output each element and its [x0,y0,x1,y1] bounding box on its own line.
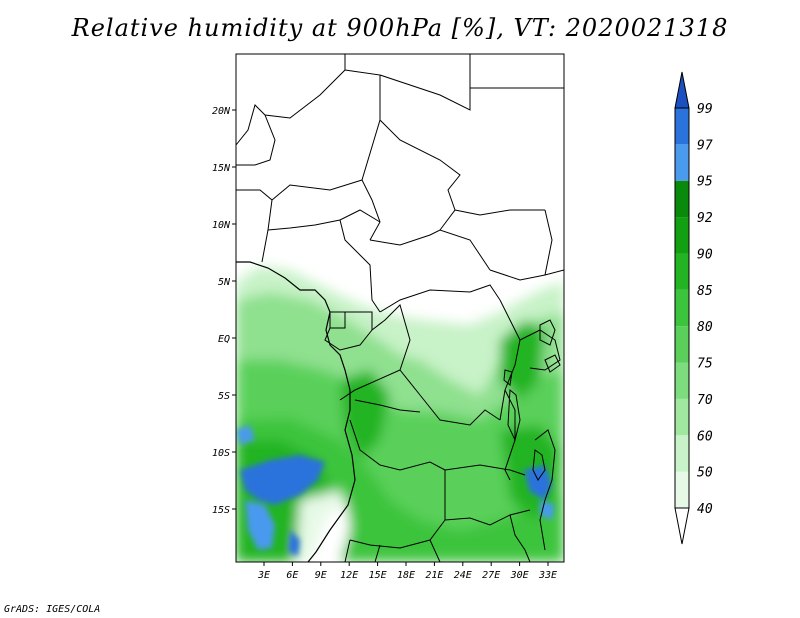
colorbar-bin [675,398,689,436]
lon-tick-label: 18E [397,570,415,581]
lat-tick-label: 5S [218,391,230,402]
lon-tick-label: 12E [340,570,358,581]
map-frame [235,53,565,563]
lat-tick-label: EQ [218,334,230,345]
colorbar-bin [675,362,689,399]
colorbar-bin [675,326,689,363]
colorbar-bin [675,289,689,327]
colorbar-label: 40 [697,502,713,517]
lon-tick-label: 15E [369,570,387,581]
lat-tick-label: 10S [212,448,230,459]
lon-tick-label: 9E [315,570,327,581]
chart-title: Relative humidity at 900hPa [%], VT: 202… [71,14,729,42]
coastline [236,261,356,562]
lakes [503,319,561,481]
colorbar-label: 70 [697,393,713,408]
humidity-field [236,266,564,562]
longitude-axis: 3E 6E 9E 12E 15E 18E 21E 24E 27E 30E 33E [257,562,557,581]
colorbar-bin [675,180,689,218]
colorbar-label: 97 [697,138,713,153]
colorbar-bin [675,435,689,472]
colorbar-label: 75 [697,357,713,372]
colorbar: 40 50 60 70 75 80 85 90 92 95 97 99 [674,71,713,545]
lat-tick-label: 15N [212,163,231,174]
colorbar-label: 85 [697,284,713,299]
colorbar-label: 80 [697,320,713,335]
colorbar-label: 99 [697,102,713,117]
lat-tick-label: 10N [212,220,231,231]
lon-tick-label: 27E [482,570,500,581]
lat-tick-label: 20N [212,106,231,117]
colorbar-label: 90 [697,247,713,262]
colorbar-bin [675,144,689,181]
lon-tick-label: 24E [454,570,472,581]
colorbar-label: 60 [697,429,713,444]
colorbar-high-arrow [674,71,690,109]
colorbar-bin [675,471,689,508]
colorbar-label: 92 [697,211,713,226]
lon-tick-label: 21E [425,570,443,581]
lon-tick-label: 33E [538,570,557,581]
credit-label: GrADS: IGES/COLA [4,604,101,615]
colorbar-label: 95 [697,175,713,190]
colorbar-low-arrow [674,507,690,545]
lon-tick-label: 3E [257,570,270,581]
colorbar-label: 50 [697,466,713,481]
latitude-axis: 20N 15N 10N 5N EQ 5S 10S 15S [212,106,236,516]
lon-tick-label: 6E [286,570,298,581]
lat-tick-label: 5N [218,277,231,288]
country-borders [236,54,564,562]
colorbar-bin [675,253,689,290]
lon-tick-label: 30E [510,570,529,581]
colorbar-outline [674,107,690,509]
colorbar-bin [675,108,689,145]
lat-tick-label: 15S [212,505,230,516]
colorbar-bin [675,217,689,254]
